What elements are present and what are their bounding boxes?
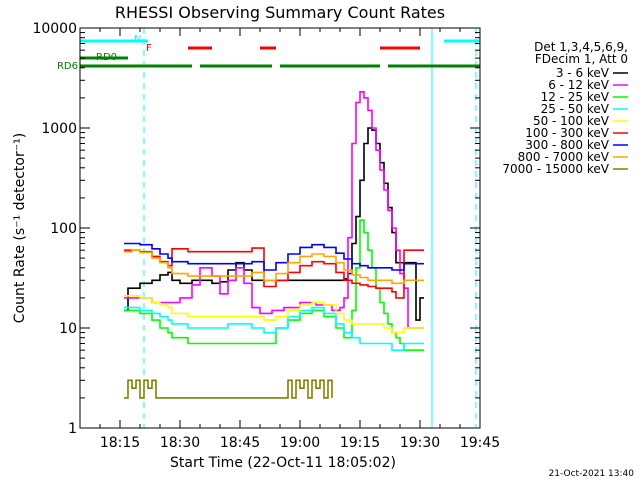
legend-label-2: 12 - 25 keV <box>541 90 610 104</box>
legend-label-6: 300 - 800 keV <box>525 138 609 152</box>
event-bar-label-rd0: RD0 <box>96 52 117 63</box>
legend-label-7: 800 - 7000 keV <box>518 150 610 164</box>
legend-label-8: 7000 - 15000 keV <box>502 162 609 176</box>
series-line-5 <box>124 247 424 299</box>
y-tick-label-3: 1000 <box>41 121 77 137</box>
legend: Det 1,3,4,5,6,9,FDecim 1, Att 03 - 6 keV… <box>502 40 628 176</box>
series-line-6 <box>124 242 424 271</box>
y-tick-label-0: 1 <box>68 421 77 437</box>
series-line-4 <box>124 295 424 334</box>
event-bar-label-n: N <box>134 34 141 45</box>
footnote-timestamp: 21-Oct-2021 13:40 <box>549 469 635 479</box>
x-tick-label-3: 19:00 <box>280 435 320 451</box>
series-line-7 <box>124 249 424 285</box>
plot-area <box>79 28 477 428</box>
x-axis-label: Start Time (22-Oct-11 18:05:02) <box>170 455 396 471</box>
series-line-2 <box>124 219 424 351</box>
legend-label-1: 6 - 12 keV <box>548 78 610 92</box>
event-bars: NF RD0 RD6 <box>57 34 480 72</box>
y-tick-label-2: 100 <box>50 221 77 237</box>
x-tick-label-5: 19:30 <box>400 435 440 451</box>
event-bar-label-rd6: RD6 <box>57 61 78 72</box>
y-axis-label: Count Rate (s⁻¹ detector⁻¹) <box>12 133 28 323</box>
x-tick-label-0: 18:15 <box>100 435 140 451</box>
legend-label-3: 25 - 50 keV <box>541 102 610 116</box>
x-tick-label-1: 18:30 <box>160 435 200 451</box>
axes: 18:15 18:30 18:45 19:00 19:15 19:30 19:45 1 10 10… <box>32 21 500 451</box>
legend-header-1: FDecim 1, Att 0 <box>535 52 628 66</box>
series-line-0 <box>124 127 424 321</box>
event-bar-label-f: F <box>146 43 152 54</box>
chart-title: RHESSI Observing Summary Count Rates <box>115 3 445 22</box>
series-line-1 <box>124 91 424 329</box>
legend-header-0: Det 1,3,4,5,6,9, <box>534 40 628 54</box>
x-tick-label-4: 19:15 <box>340 435 380 451</box>
legend-label-0: 3 - 6 keV <box>556 66 610 80</box>
x-tick-label-6: 19:45 <box>460 435 500 451</box>
series-line-3 <box>124 306 424 351</box>
y-tick-label-4: 10000 <box>32 21 77 37</box>
series-lines <box>124 91 424 399</box>
legend-label-4: 50 - 100 keV <box>533 114 610 128</box>
y-tick-label-1: 10 <box>59 321 77 337</box>
x-tick-label-2: 18:45 <box>220 435 260 451</box>
series-line-8 <box>124 379 333 399</box>
legend-label-5: 100 - 300 keV <box>525 126 609 140</box>
plot-frame <box>79 27 481 429</box>
